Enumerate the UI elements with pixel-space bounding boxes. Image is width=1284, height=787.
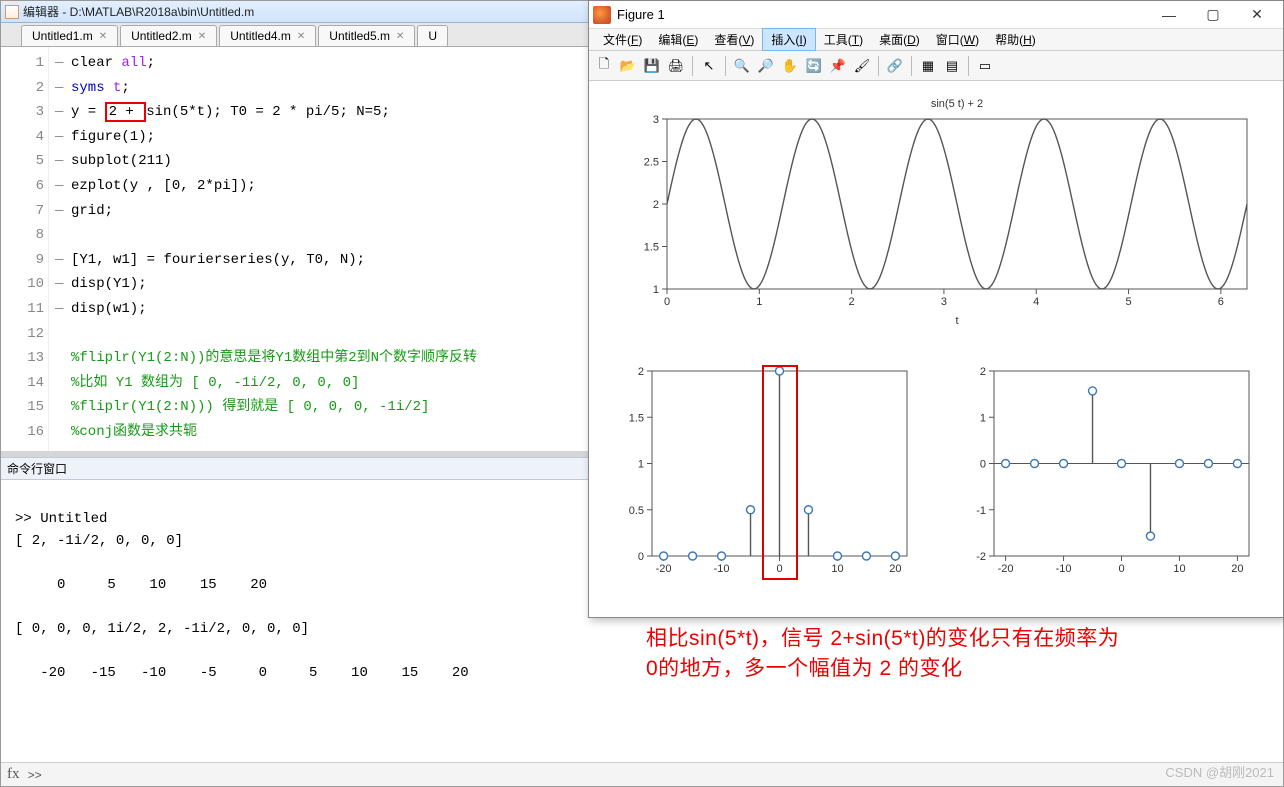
- svg-text:-10: -10: [1056, 563, 1072, 575]
- menu-file[interactable]: 文件(F): [595, 29, 650, 50]
- figure-canvas: 012345611.522.53sin(5 t) + 2t -20-100102…: [589, 81, 1283, 617]
- svg-text:0: 0: [1118, 563, 1124, 575]
- separator: [911, 56, 912, 76]
- maximize-button[interactable]: ▢: [1191, 1, 1235, 29]
- separator: [968, 56, 969, 76]
- svg-text:20: 20: [1231, 563, 1243, 575]
- brush-icon[interactable]: 🖌: [851, 55, 873, 77]
- top-line-chart: 012345611.522.53sin(5 t) + 2t: [597, 89, 1277, 339]
- minimize-button[interactable]: —: [1147, 1, 1191, 29]
- pointer-icon[interactable]: ↖: [698, 55, 720, 77]
- separator: [878, 56, 879, 76]
- figure-toolbar: 🗋 📂 💾 🖨 ↖ 🔍 🔎 ✋ 🔄 📌 🖌 🔗 ▦ ▤ ▭: [589, 51, 1283, 81]
- menu-tools[interactable]: 工具(T): [816, 29, 871, 50]
- tab-untitled5[interactable]: Untitled5.m✕: [318, 25, 415, 46]
- svg-text:10: 10: [1173, 563, 1185, 575]
- legend-icon[interactable]: ▤: [941, 55, 963, 77]
- svg-text:4: 4: [1033, 296, 1039, 308]
- layout-icon[interactable]: ▭: [974, 55, 996, 77]
- open-icon[interactable]: 📂: [617, 55, 639, 77]
- svg-text:t: t: [955, 315, 958, 327]
- svg-text:-10: -10: [714, 563, 730, 575]
- svg-text:1: 1: [638, 459, 644, 471]
- annotation-text: 相比sin(5*t)，信号 2+sin(5*t)的变化只有在频率为 0的地方，多…: [646, 624, 1284, 685]
- svg-text:sin(5 t) + 2: sin(5 t) + 2: [931, 98, 983, 110]
- svg-text:2.5: 2.5: [644, 157, 659, 169]
- svg-text:3: 3: [653, 114, 659, 126]
- svg-text:2: 2: [653, 199, 659, 211]
- colorbar-icon[interactable]: ▦: [917, 55, 939, 77]
- svg-text:-20: -20: [998, 563, 1014, 575]
- pan-icon[interactable]: ✋: [779, 55, 801, 77]
- close-icon[interactable]: ✕: [198, 31, 206, 42]
- bottom-right-stem-chart: -20-1001020-2-1012: [939, 356, 1269, 606]
- svg-text:-1: -1: [976, 505, 986, 517]
- watermark: CSDN @胡刚2021: [1165, 762, 1274, 781]
- highlight-box: 2 +: [105, 102, 147, 122]
- close-icon[interactable]: ✕: [99, 31, 107, 42]
- figure-window: Figure 1 — ▢ ✕ 文件(F) 编辑(E) 查看(V) 插入(I) 工…: [588, 0, 1284, 618]
- matlab-logo-icon: [593, 6, 611, 24]
- svg-text:0.5: 0.5: [629, 505, 644, 517]
- document-icon: [5, 5, 19, 19]
- datatip-icon[interactable]: 📌: [827, 55, 849, 77]
- svg-text:3: 3: [941, 296, 947, 308]
- svg-text:-20: -20: [656, 563, 672, 575]
- svg-text:20: 20: [889, 563, 901, 575]
- close-icon[interactable]: ✕: [297, 31, 305, 42]
- menu-view[interactable]: 查看(V): [706, 29, 762, 50]
- svg-text:1.5: 1.5: [629, 412, 644, 424]
- svg-text:5: 5: [1125, 296, 1131, 308]
- svg-text:6: 6: [1218, 296, 1224, 308]
- svg-text:2: 2: [980, 366, 986, 378]
- editor-title-text: 编辑器 - D:\MATLAB\R2018a\bin\Untitled.m: [23, 3, 254, 20]
- svg-text:1: 1: [756, 296, 762, 308]
- menu-edit[interactable]: 编辑(E): [650, 29, 706, 50]
- svg-text:1.5: 1.5: [644, 242, 659, 254]
- svg-text:10: 10: [831, 563, 843, 575]
- menu-help[interactable]: 帮助(H): [987, 29, 1044, 50]
- tab-untitled4[interactable]: Untitled4.m✕: [219, 25, 316, 46]
- code-text[interactable]: clear all; syms t; y = 2 + sin(5*t); T0 …: [71, 47, 477, 451]
- menu-desktop[interactable]: 桌面(D): [871, 29, 928, 50]
- tab-partial[interactable]: U: [417, 25, 448, 46]
- prompt-text: >>: [28, 768, 42, 782]
- zoom-in-icon[interactable]: 🔍: [731, 55, 753, 77]
- highlight-box: [762, 365, 798, 580]
- print-icon[interactable]: 🖨: [665, 55, 687, 77]
- status-bar: fx >>: [1, 762, 1283, 786]
- fx-icon[interactable]: fx: [7, 766, 20, 783]
- figure-titlebar[interactable]: Figure 1 — ▢ ✕: [589, 1, 1283, 29]
- breakpoint-gutter: —— —— —— — —— —: [49, 47, 71, 451]
- svg-text:0: 0: [664, 296, 670, 308]
- link-icon[interactable]: 🔗: [884, 55, 906, 77]
- svg-text:2: 2: [638, 366, 644, 378]
- save-icon[interactable]: 💾: [641, 55, 663, 77]
- line-number-gutter: 1 2 3 4 5 6 7 8 9 10 11 12 13 14 15 16: [1, 47, 49, 451]
- tab-untitled1[interactable]: Untitled1.m✕: [21, 25, 118, 46]
- separator: [692, 56, 693, 76]
- svg-text:1: 1: [980, 412, 986, 424]
- menu-insert[interactable]: 插入(I): [762, 28, 815, 51]
- svg-text:-2: -2: [976, 551, 986, 563]
- svg-text:0: 0: [638, 551, 644, 563]
- rotate-icon[interactable]: 🔄: [803, 55, 825, 77]
- new-figure-icon[interactable]: 🗋: [593, 55, 615, 77]
- tab-untitled2[interactable]: Untitled2.m✕: [120, 25, 217, 46]
- zoom-out-icon[interactable]: 🔎: [755, 55, 777, 77]
- svg-text:2: 2: [849, 296, 855, 308]
- figure-title-text: Figure 1: [617, 7, 1147, 22]
- figure-menubar: 文件(F) 编辑(E) 查看(V) 插入(I) 工具(T) 桌面(D) 窗口(W…: [589, 29, 1283, 51]
- svg-text:0: 0: [980, 459, 986, 471]
- close-button[interactable]: ✕: [1235, 1, 1279, 29]
- menu-window[interactable]: 窗口(W): [928, 29, 987, 50]
- separator: [725, 56, 726, 76]
- svg-text:1: 1: [653, 284, 659, 296]
- close-icon[interactable]: ✕: [396, 31, 404, 42]
